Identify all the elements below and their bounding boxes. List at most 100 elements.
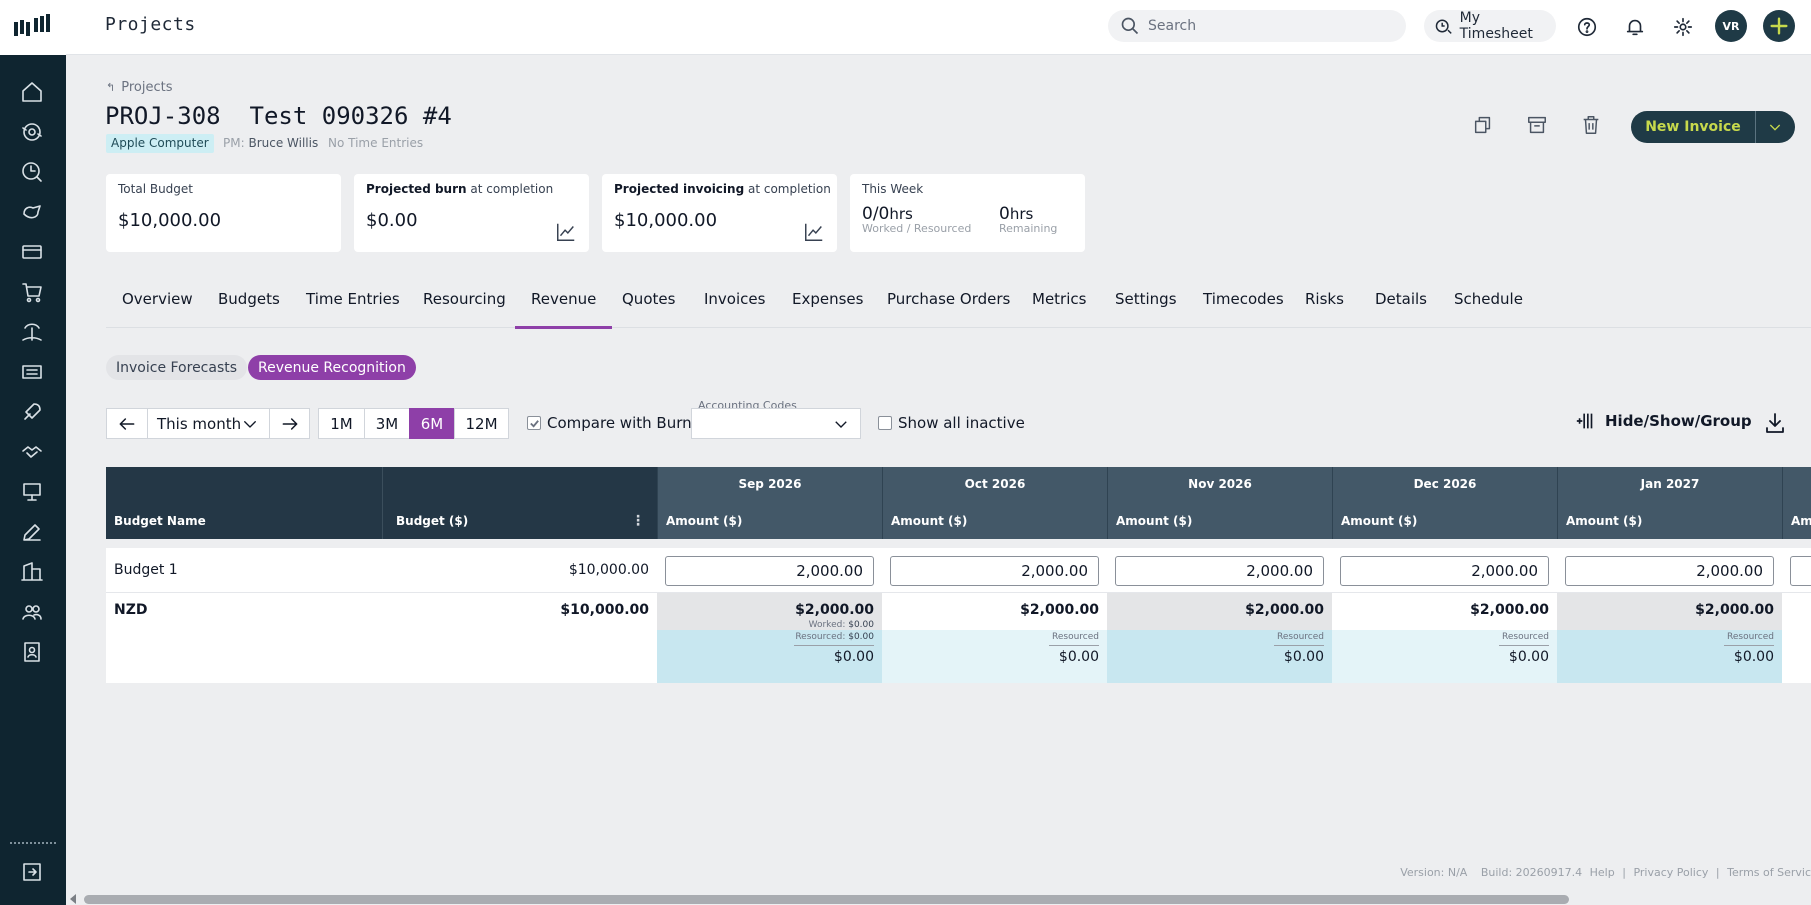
trash-icon[interactable] <box>1578 112 1604 138</box>
home-icon[interactable] <box>18 78 46 106</box>
gear-icon[interactable] <box>1668 12 1698 42</box>
amount-label: Amount ($) <box>666 514 743 528</box>
search-box[interactable] <box>1108 10 1406 42</box>
compare-with-burn-checkbox[interactable] <box>527 416 541 430</box>
ticket-icon[interactable] <box>18 358 46 386</box>
subtab-invoice-forecasts[interactable]: Invoice Forecasts <box>106 355 248 380</box>
amount-input[interactable]: 2,000.00 <box>1340 556 1549 586</box>
help-link[interactable]: Help <box>1589 866 1615 879</box>
tab-schedule[interactable]: Schedule <box>1454 290 1523 308</box>
tab-overview[interactable]: Overview <box>122 290 193 308</box>
new-invoice-menu[interactable] <box>1756 119 1794 135</box>
bell-icon[interactable] <box>1620 12 1650 42</box>
amount-input[interactable]: 2,000.00 <box>890 556 1099 586</box>
privacy-link[interactable]: Privacy Policy <box>1633 866 1709 879</box>
logo[interactable] <box>0 0 66 55</box>
tab-timecodes[interactable]: Timecodes <box>1203 290 1284 308</box>
card-icon[interactable] <box>18 238 46 266</box>
trend-chart-icon[interactable] <box>803 221 825 243</box>
tab-invoices[interactable]: Invoices <box>704 290 766 308</box>
copy-icon[interactable] <box>1470 112 1496 138</box>
plus-icon <box>1770 17 1788 35</box>
divider-line <box>1724 645 1774 646</box>
tab-quotes[interactable]: Quotes <box>622 290 676 308</box>
rocket-icon[interactable] <box>18 398 46 426</box>
tab-revenue[interactable]: Revenue <box>514 290 613 329</box>
amount-input[interactable]: 2,000.00 <box>1115 556 1324 586</box>
amount-input[interactable]: 2,000.00 <box>665 556 874 586</box>
client-badge[interactable]: Apple Computer <box>106 134 214 153</box>
breadcrumb[interactable]: ↰ Projects <box>106 80 172 95</box>
period-6m-button[interactable]: 6M <box>409 408 455 439</box>
this-week-label: This Week <box>862 182 924 196</box>
tab-details[interactable]: Details <box>1375 290 1428 308</box>
new-invoice-label[interactable]: New Invoice <box>1645 119 1741 135</box>
amount-input-partial[interactable] <box>1790 556 1811 586</box>
tab-time-entries[interactable]: Time Entries <box>306 290 400 308</box>
tab-resourcing[interactable]: Resourcing <box>423 290 506 308</box>
scroll-left-icon[interactable] <box>70 894 76 904</box>
remaining-unit: hrs <box>1009 205 1034 223</box>
tab-purchase-orders[interactable]: Purchase Orders <box>887 290 1011 308</box>
period-12m-button[interactable]: 12M <box>454 408 509 439</box>
burn-cell <box>1332 630 1557 683</box>
month-label: Jan 2027 <box>1640 477 1700 491</box>
columns-plus-icon <box>1576 413 1593 429</box>
footer: Version: N/A Build: 20260917.4 Help | Pr… <box>1390 866 1811 879</box>
presentation-icon[interactable] <box>18 478 46 506</box>
handshake-icon[interactable] <box>18 438 46 466</box>
my-timesheet-button[interactable]: My Timesheet <box>1424 10 1556 42</box>
terms-link[interactable]: Terms of Servic <box>1727 866 1811 879</box>
projected-invoicing-card: Projected invoicing at completion $10,00… <box>602 174 837 252</box>
worked-label: Worked: <box>808 620 846 630</box>
show-all-inactive-label[interactable]: Show all inactive <box>898 414 1025 432</box>
tab-budgets[interactable]: Budgets <box>218 290 280 308</box>
budget-name-cell[interactable]: Budget 1 <box>114 562 178 578</box>
previous-period-button[interactable] <box>106 408 148 439</box>
back-arrow-icon: ↰ <box>106 81 116 94</box>
compare-with-burn-label[interactable]: Compare with Burn <box>547 414 692 432</box>
edit-icon[interactable] <box>18 518 46 546</box>
download-icon[interactable] <box>1763 411 1787 435</box>
total-budget-card: Total Budget $10,000.00 <box>106 174 341 252</box>
avatar[interactable]: VR <box>1715 10 1747 42</box>
total-row: NZD $10,000.00 $2,000.00 $2,000.00 $2,00… <box>106 593 1811 683</box>
brand-logo-icon <box>14 14 50 36</box>
period-1m-button[interactable]: 1M <box>318 408 365 439</box>
trend-chart-icon[interactable] <box>555 221 577 243</box>
search-input[interactable] <box>1148 18 1388 34</box>
clock-search-icon[interactable] <box>18 158 46 186</box>
column-menu-icon[interactable]: ⋮ <box>631 513 645 529</box>
accounting-codes-select[interactable] <box>691 408 861 439</box>
scrollbar-thumb[interactable] <box>84 895 1569 904</box>
tab-metrics[interactable]: Metrics <box>1032 290 1087 308</box>
archive-icon[interactable] <box>1524 112 1550 138</box>
cart-icon[interactable] <box>18 278 46 306</box>
new-invoice-button[interactable]: New Invoice <box>1631 111 1795 143</box>
contact-icon[interactable] <box>18 638 46 666</box>
arrow-right-icon <box>282 417 297 430</box>
island-icon[interactable] <box>18 318 46 346</box>
period-select[interactable]: This month <box>147 408 270 439</box>
tab-settings[interactable]: Settings <box>1115 290 1177 308</box>
help-icon[interactable] <box>1572 12 1602 42</box>
team-icon[interactable] <box>18 598 46 626</box>
worked-resourced-value: 0/0hrs <box>862 204 913 224</box>
subtab-revenue-recognition[interactable]: Revenue Recognition <box>248 355 416 380</box>
hide-show-group-button[interactable]: Hide/Show/Group <box>1575 410 1752 432</box>
breadcrumb-projects[interactable]: Projects <box>121 80 173 95</box>
building-icon[interactable] <box>18 558 46 586</box>
next-period-button[interactable] <box>269 408 310 439</box>
tab-risks[interactable]: Risks <box>1305 290 1344 308</box>
tab-expenses[interactable]: Expenses <box>792 290 864 308</box>
show-all-inactive-checkbox[interactable] <box>878 416 892 430</box>
revenue-cycle-icon[interactable] <box>18 118 46 146</box>
total-budget-cell: $10,000.00 <box>560 602 649 618</box>
period-3m-button[interactable]: 3M <box>364 408 410 439</box>
cash-icon[interactable] <box>18 198 46 226</box>
amount-input[interactable]: 2,000.00 <box>1565 556 1774 586</box>
create-button[interactable] <box>1763 10 1795 42</box>
total-amount: $2,000.00 <box>1020 602 1099 618</box>
sign-out-icon[interactable] <box>18 858 46 886</box>
horizontal-scrollbar[interactable] <box>66 891 1811 905</box>
